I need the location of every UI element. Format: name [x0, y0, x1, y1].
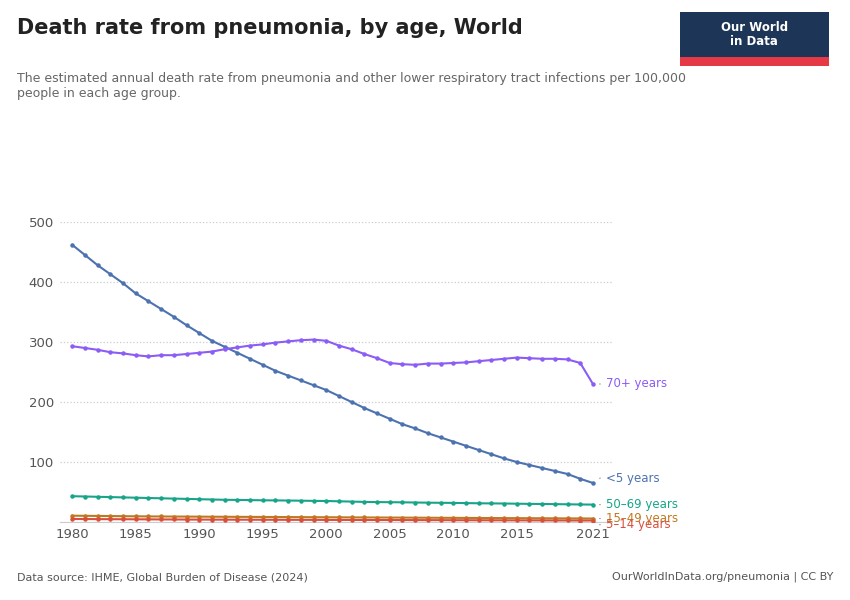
Text: The estimated annual death rate from pneumonia and other lower respiratory tract: The estimated annual death rate from pne… — [17, 72, 686, 100]
Text: 70+ years: 70+ years — [606, 377, 666, 391]
Text: Death rate from pneumonia, by age, World: Death rate from pneumonia, by age, World — [17, 18, 523, 38]
Text: OurWorldInData.org/pneumonia | CC BY: OurWorldInData.org/pneumonia | CC BY — [612, 571, 833, 582]
Text: Data source: IHME, Global Burden of Disease (2024): Data source: IHME, Global Burden of Dise… — [17, 572, 308, 582]
Text: 5–14 years: 5–14 years — [606, 518, 671, 531]
Bar — [680, 58, 829, 66]
Text: 15–49 years: 15–49 years — [606, 512, 677, 525]
Bar — [680, 12, 829, 58]
Text: Our World: Our World — [721, 20, 788, 34]
Text: 50–69 years: 50–69 years — [606, 498, 677, 511]
Text: in Data: in Data — [730, 35, 779, 48]
Text: <5 years: <5 years — [606, 472, 660, 485]
